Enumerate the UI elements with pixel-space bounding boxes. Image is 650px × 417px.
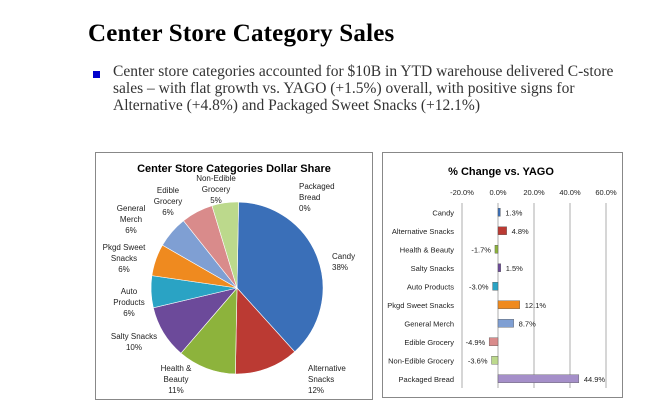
bar-title: % Change vs. YAGO — [448, 166, 554, 178]
category-label: Alternative Snacks — [392, 227, 454, 236]
data-label: 4.8% — [512, 227, 529, 236]
pie-label: Packaged Bread 0% — [299, 182, 335, 213]
bar — [497, 226, 507, 235]
data-label: 1.5% — [506, 264, 523, 273]
pie-label: Health & Beauty 11% — [161, 364, 192, 395]
bullet-icon — [93, 71, 100, 78]
pie-slice-non-edible-grocery — [211, 201, 239, 289]
data-label: 8.7% — [519, 319, 536, 328]
data-label: 44.9% — [584, 375, 606, 384]
pie-label: Pkgd Sweet Snacks 6% — [103, 243, 146, 274]
bar — [491, 356, 499, 365]
bar — [497, 300, 520, 309]
bullet-text: Center store categories accounted for $1… — [113, 63, 614, 114]
pie-label: Auto Products 6% — [113, 287, 145, 318]
category-label: Health & Beauty — [400, 245, 454, 254]
bar — [497, 374, 580, 383]
pie-slice-candy — [236, 201, 324, 353]
x-tick-label: 0.0% — [489, 188, 506, 197]
pie-label: General Merch 6% — [117, 204, 146, 235]
x-tick-label: 20.0% — [523, 188, 545, 197]
data-label: -4.9% — [466, 338, 486, 347]
bar-chart-box: % Change vs. YAGO -20.0% 0.0% 20.0% 40.0% 60… — [382, 152, 623, 398]
pie-label: Non-Edible Grocery 5% — [196, 174, 236, 205]
category-label: Edible Grocery — [404, 338, 454, 347]
x-tick-label: -20.0% — [450, 188, 474, 197]
category-label: Packaged Bread — [399, 375, 454, 384]
bar — [497, 319, 514, 328]
bar — [497, 263, 501, 272]
pie-label: Edible Grocery 6% — [154, 186, 182, 217]
pie-chart: Center Store Categories Dollar Share Pac… — [103, 163, 355, 395]
bar — [492, 282, 499, 291]
pie-chart-box: Center Store Categories Dollar Share Pac… — [95, 152, 373, 400]
x-tick-label: 40.0% — [559, 188, 581, 197]
bar — [494, 245, 499, 254]
data-label: 12.1% — [525, 301, 547, 310]
bar — [497, 208, 501, 217]
slide-title: Center Store Category Sales — [88, 20, 395, 47]
bar-chart: % Change vs. YAGO -20.0% 0.0% 20.0% 40.0% 60… — [387, 166, 617, 388]
pie-label: Alternative Snacks 12% — [308, 364, 346, 395]
category-label: Pkgd Sweet Snacks — [387, 301, 454, 310]
data-label: -3.0% — [469, 282, 489, 291]
data-label: 1.3% — [505, 208, 522, 217]
category-label: Candy — [432, 208, 454, 217]
category-label: Non-Edible Grocery — [388, 356, 454, 365]
x-tick-label: 60.0% — [595, 188, 617, 197]
category-label: Auto Products — [407, 282, 454, 291]
bar — [488, 337, 499, 346]
pie-label: Candy 38% — [332, 252, 355, 272]
category-label: General Merch — [404, 319, 454, 328]
pie-title: Center Store Categories Dollar Share — [137, 163, 331, 175]
data-label: -1.7% — [471, 245, 491, 254]
data-label: -3.6% — [468, 356, 488, 365]
category-label: Salty Snacks — [411, 264, 455, 273]
pie-label: Salty Snacks 10% — [111, 332, 157, 352]
pie-slice-alternative-snacks — [235, 287, 296, 375]
